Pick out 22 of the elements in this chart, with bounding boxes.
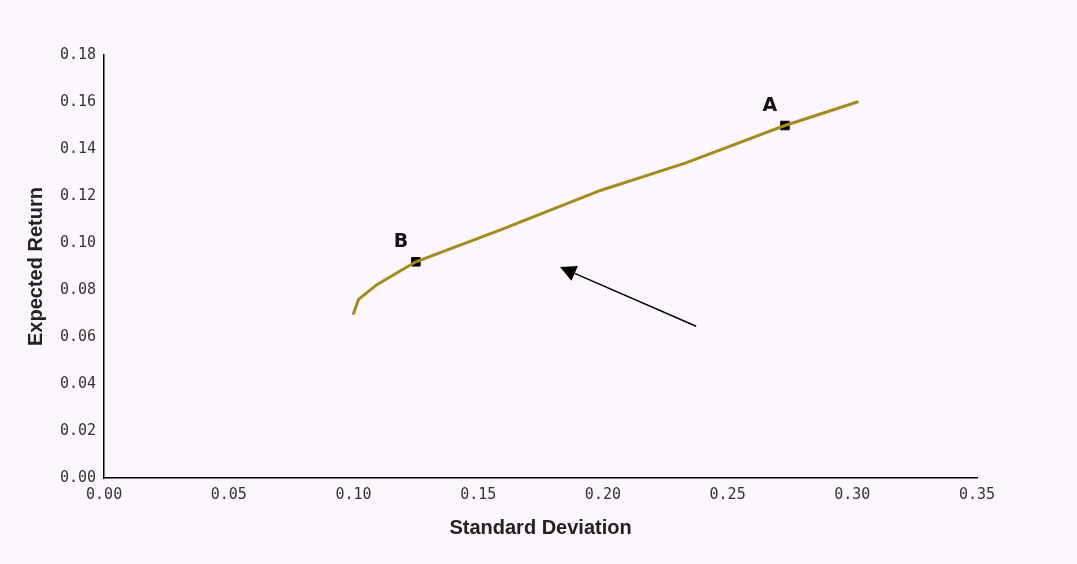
y-tick-label: 0.00 — [60, 467, 97, 486]
y-tick-label: 0.08 — [60, 279, 97, 298]
x-tick-label: 0.35 — [958, 484, 996, 503]
y-tick-label: 0.18 — [60, 44, 97, 63]
y-tick-label: 0.14 — [60, 138, 97, 157]
x-tick-label: 0.30 — [834, 484, 871, 503]
y-tick-label: 0.06 — [60, 326, 97, 345]
y-tick-label: 0.04 — [60, 373, 97, 392]
y-tick-label: 0.12 — [60, 185, 97, 204]
y-tick-label: 0.10 — [60, 232, 97, 251]
x-tick-label: 0.00 — [86, 484, 123, 503]
x-axis-title: Standard Deviation — [449, 515, 632, 538]
x-tick-label: 0.10 — [335, 484, 372, 503]
annotation: B — [393, 229, 409, 252]
y-tick-label: 0.02 — [60, 420, 97, 439]
x-tick-label: 0.25 — [709, 484, 746, 503]
y-axis-title: Expected Return — [23, 187, 46, 346]
x-tick-label: 0.20 — [584, 484, 621, 503]
annotation: A — [762, 92, 778, 115]
y-tick-label: 0.16 — [60, 91, 97, 110]
x-tick-label: 0.15 — [460, 484, 497, 503]
x-tick-label: 0.05 — [210, 484, 247, 503]
